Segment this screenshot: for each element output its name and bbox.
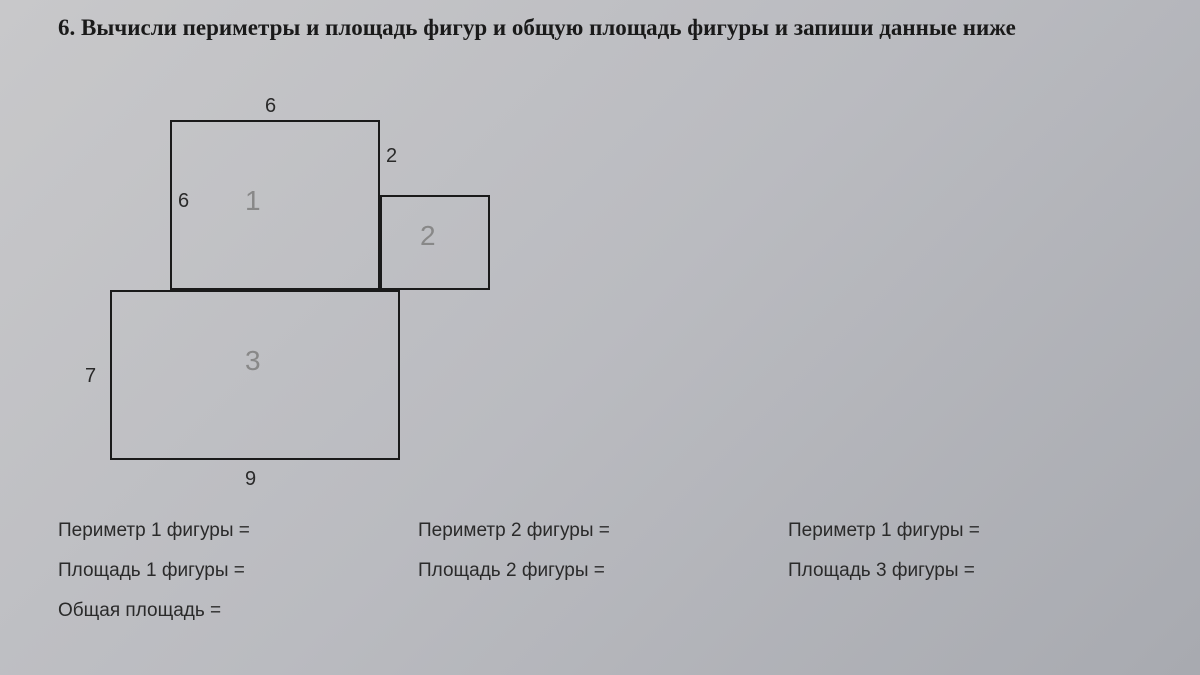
rectangle-1: [170, 120, 380, 290]
perimeter-1-label: Периметр 1 фигуры =: [58, 520, 418, 542]
area-row: Площадь 1 фигуры = Площадь 2 фигуры = Пл…: [58, 560, 1170, 582]
rect3-left-dimension: 7: [85, 365, 96, 388]
perimeter-2-label: Периметр 2 фигуры =: [418, 520, 788, 542]
total-row: Общая площадь =: [58, 600, 1170, 622]
answer-section: Периметр 1 фигуры = Периметр 2 фигуры = …: [58, 520, 1170, 640]
rect1-right-dimension: 2: [386, 145, 397, 168]
problem-text: Вычисли периметры и площадь фигур и общу…: [81, 15, 1016, 40]
perimeter-row: Периметр 1 фигуры = Периметр 2 фигуры = …: [58, 520, 1170, 542]
problem-number: 6.: [58, 15, 75, 40]
rect1-shape-number: 1: [245, 185, 261, 217]
rect1-top-dimension: 6: [265, 95, 276, 118]
perimeter-3-label: Периметр 1 фигуры =: [788, 520, 1138, 542]
rect3-shape-number: 3: [245, 345, 261, 377]
total-area-label: Общая площадь =: [58, 600, 418, 622]
rect3-bottom-dimension: 9: [245, 468, 256, 491]
rect1-left-dimension: 6: [178, 190, 189, 213]
area-2-label: Площадь 2 фигуры =: [418, 560, 788, 582]
problem-title: 6. Вычисли периметры и площадь фигур и о…: [58, 12, 1170, 43]
area-3-label: Площадь 3 фигуры =: [788, 560, 1138, 582]
rect2-shape-number: 2: [420, 220, 436, 252]
area-1-label: Площадь 1 фигуры =: [58, 560, 418, 582]
geometry-diagram: 6 6 2 1 2 7 9 3: [50, 120, 530, 500]
